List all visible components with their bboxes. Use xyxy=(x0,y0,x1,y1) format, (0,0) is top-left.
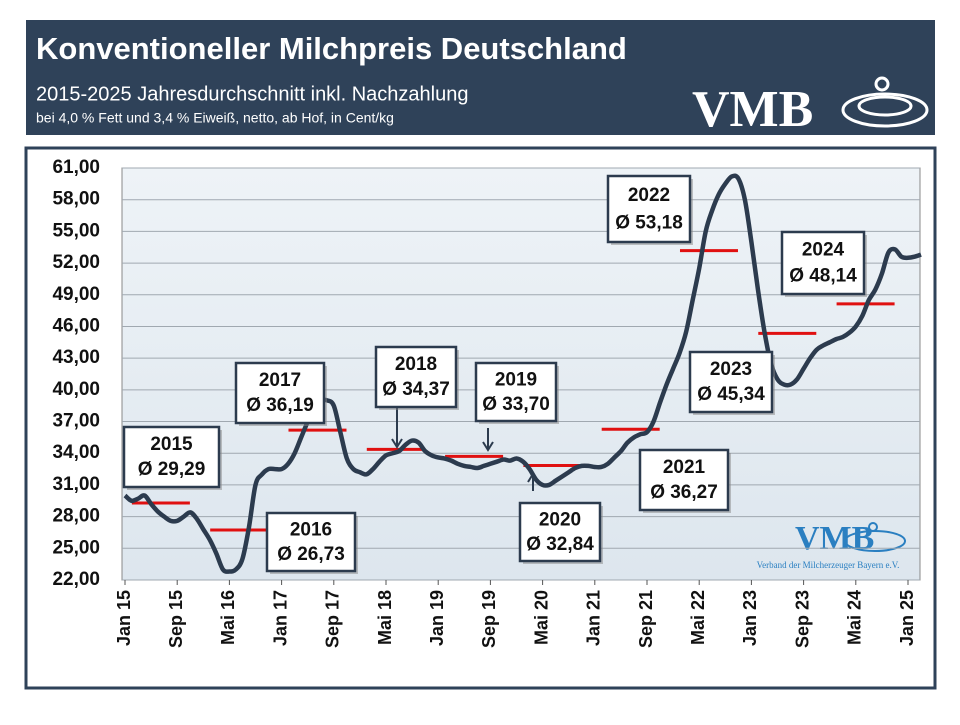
annotation-year: 2017 xyxy=(259,370,301,391)
x-tick-label: Jan 23 xyxy=(740,590,760,646)
annotation: 2017 Ø 36,19 xyxy=(234,361,327,426)
annotation-box xyxy=(265,511,357,573)
annotation-box xyxy=(374,345,458,409)
annotation-year: 2024 xyxy=(802,240,845,261)
footer-logo-swirl xyxy=(844,522,906,552)
annotation-box xyxy=(474,361,558,423)
annotation-average: Ø 33,70 xyxy=(482,394,550,415)
x-tick-label: Sep 21 xyxy=(636,590,656,648)
annotation-average: Ø 36,19 xyxy=(246,395,314,416)
annotation-average: Ø 26,73 xyxy=(277,544,345,565)
y-tick-label: 40,00 xyxy=(52,379,100,400)
y-tick-label: 34,00 xyxy=(52,442,100,463)
annotation-box xyxy=(518,501,602,563)
footer-logo: VMB xyxy=(795,520,874,557)
annotation-year: 2023 xyxy=(710,359,752,380)
annotation-box xyxy=(122,425,221,489)
x-tick-label: Sep 19 xyxy=(479,590,499,648)
y-tick-label: 25,00 xyxy=(52,537,100,558)
annotation-average: Ø 34,37 xyxy=(382,379,450,400)
y-tick-label: 52,00 xyxy=(52,252,100,273)
annotation-average: Ø 29,29 xyxy=(138,459,206,480)
y-tick-label: 55,00 xyxy=(52,220,100,241)
header-band xyxy=(26,20,935,135)
y-tick-label: 31,00 xyxy=(52,474,100,495)
annotation-box xyxy=(234,361,326,425)
annotation: 2023 Ø 45,34 xyxy=(688,350,775,415)
x-tick-label: Sep 17 xyxy=(323,590,343,648)
x-tick-label: Mai 18 xyxy=(375,590,395,645)
annotation-year: 2015 xyxy=(150,434,193,455)
arrow-head xyxy=(527,472,539,483)
y-tick-label: 22,00 xyxy=(52,569,100,590)
annotation-average: Ø 36,27 xyxy=(650,482,718,503)
y-tick-label: 61,00 xyxy=(52,157,100,178)
annotation-box xyxy=(688,350,774,414)
annotation-average: Ø 32,84 xyxy=(526,534,594,555)
annotation: 2015 Ø 29,29 xyxy=(122,425,222,490)
title: Konventioneller Milchpreis Deutschland xyxy=(36,31,627,66)
y-tick-label: 49,00 xyxy=(52,284,100,305)
annotation-box xyxy=(780,230,866,296)
annotation: 2018 Ø 34,37 xyxy=(374,345,459,410)
x-tick-label: Jan 17 xyxy=(270,590,290,646)
annotation: 2016 Ø 26,73 xyxy=(265,511,358,574)
annotation-year: 2019 xyxy=(495,369,537,390)
subtitle: 2015-2025 Jahresdurchschnitt inkl. Nachz… xyxy=(36,83,469,105)
x-tick-label: Sep 15 xyxy=(166,590,186,648)
price-line xyxy=(123,173,922,574)
y-tick-label: 28,00 xyxy=(52,506,100,527)
annotation: 2022 Ø 53,18 xyxy=(606,174,693,245)
x-tick-label: Mai 20 xyxy=(531,590,551,645)
y-tick-label: 43,00 xyxy=(52,347,100,368)
annotation-average: Ø 48,14 xyxy=(789,266,857,287)
header-logo: VMB xyxy=(692,81,813,138)
annotation-average: Ø 45,34 xyxy=(697,384,765,405)
annotation-year: 2016 xyxy=(290,519,332,540)
x-tick-label: Mai 24 xyxy=(845,590,865,645)
x-tick-label: Jan 21 xyxy=(584,590,604,646)
footer-caption: Verband der Milcherzeuger Bayern e.V. xyxy=(757,560,900,570)
y-tick-label: 58,00 xyxy=(52,189,100,210)
annotation-box xyxy=(606,174,692,244)
annotation-year: 2021 xyxy=(663,457,706,478)
note: bei 4,0 % Fett und 3,4 % Eiweiß, netto, … xyxy=(36,110,394,126)
x-tick-label: Sep 23 xyxy=(792,590,812,648)
annotation-average: Ø 53,18 xyxy=(615,213,683,234)
y-tick-label: 46,00 xyxy=(52,315,100,336)
x-tick-label: Jan 25 xyxy=(897,590,917,646)
header-logo-swirl xyxy=(841,76,929,128)
x-tick-label: Mai 16 xyxy=(218,590,238,645)
x-tick-label: Jan 15 xyxy=(114,590,134,646)
annotation-year: 2018 xyxy=(395,354,437,375)
y-tick-label: 37,00 xyxy=(52,411,100,432)
x-tick-label: Mai 22 xyxy=(688,590,708,645)
annotation: 2020 Ø 32,84 xyxy=(518,501,603,564)
arrow-head xyxy=(482,441,494,452)
annotation-year: 2022 xyxy=(628,185,670,206)
annotation: 2024 Ø 48,14 xyxy=(780,230,867,297)
annotation-box xyxy=(638,448,730,512)
annotation: 2019 Ø 33,70 xyxy=(474,361,559,424)
arrow-head xyxy=(391,438,403,449)
annotation-year: 2020 xyxy=(539,509,581,530)
x-tick-label: Jan 19 xyxy=(427,590,447,646)
annotation: 2021 Ø 36,27 xyxy=(638,448,731,513)
